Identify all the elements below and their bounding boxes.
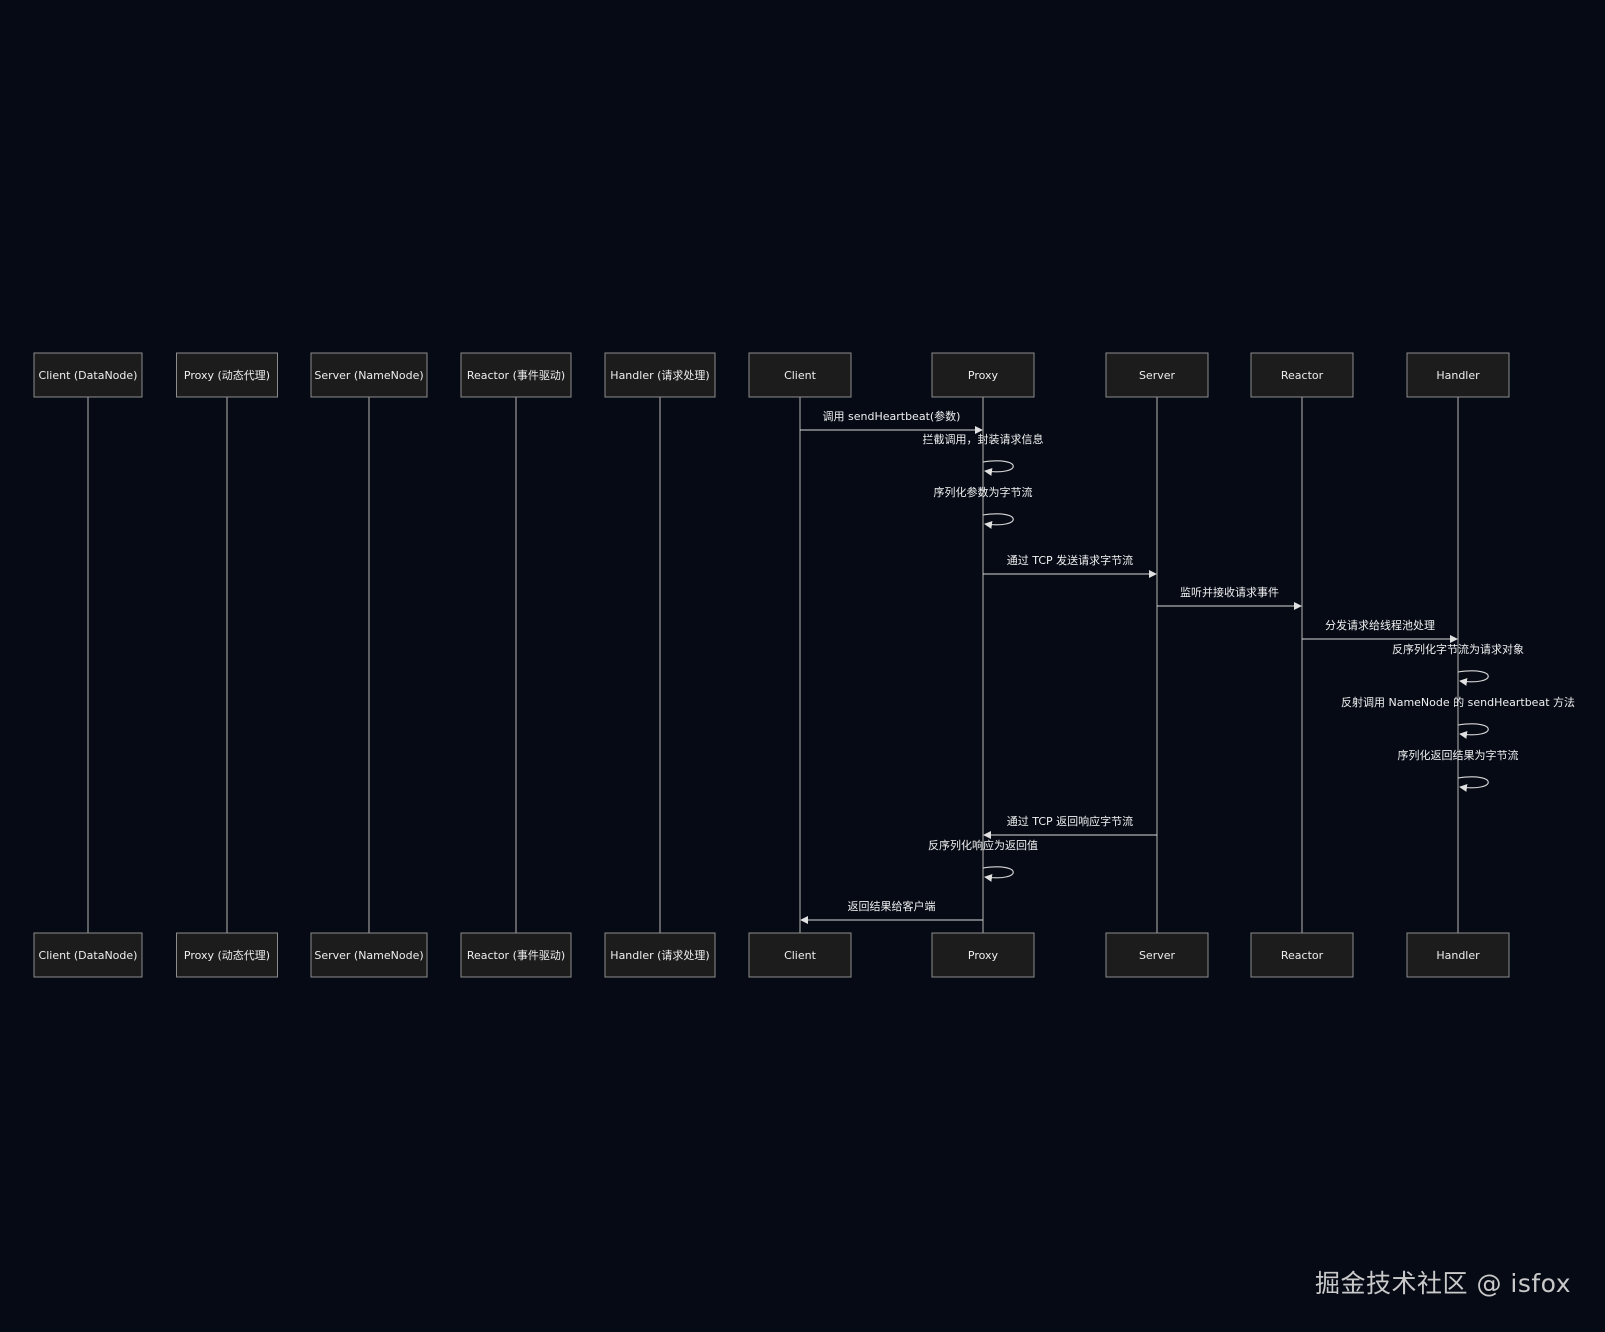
- actor-box: [931, 932, 1035, 978]
- actor-label: Proxy (动态代理): [184, 369, 270, 382]
- actor-label: Server (NameNode): [314, 369, 423, 382]
- self-message-arrow: [982, 513, 1014, 529]
- actor-box: [460, 352, 572, 398]
- actor-reactor-top: Reactor: [1250, 352, 1354, 398]
- actor-handler-req-bottom: Handler (请求处理): [604, 932, 716, 978]
- message-label: 分发请求给线程池处理: [1325, 618, 1435, 632]
- actor-client-bottom: Client: [748, 932, 852, 978]
- message-label: 反射调用 NameNode 的 sendHeartbeat 方法: [1341, 695, 1575, 709]
- message-3: 序列化参数为字节流: [934, 485, 1033, 529]
- actor-label: Server: [1139, 369, 1176, 382]
- actor-label: Handler (请求处理): [610, 949, 709, 962]
- actor-reactor-bottom: Reactor: [1250, 932, 1354, 978]
- actor-box: [33, 352, 143, 398]
- actor-box: [604, 932, 716, 978]
- actor-label: Proxy (动态代理): [184, 949, 270, 962]
- actor-label: Client: [784, 949, 817, 962]
- message-label: 拦截调用，封装请求信息: [923, 432, 1044, 446]
- message-label: 监听并接收请求事件: [1180, 585, 1279, 599]
- actor-box: [1406, 932, 1510, 978]
- actor-proxy-bottom: Proxy: [931, 932, 1035, 978]
- actor-box: [748, 932, 852, 978]
- actor-label: Handler: [1436, 369, 1480, 382]
- actor-box: [748, 352, 852, 398]
- actor-label: Proxy: [968, 369, 999, 382]
- actor-box: [176, 352, 278, 398]
- actor-label: Handler (请求处理): [610, 369, 709, 382]
- actor-reactor-ev-top: Reactor (事件驱动): [460, 352, 572, 398]
- actor-box: [1250, 352, 1354, 398]
- actor-box: [176, 932, 278, 978]
- actor-label: Client (DataNode): [39, 949, 138, 962]
- actor-proxy-dyn-bottom: Proxy (动态代理): [176, 932, 278, 978]
- message-1: 调用 sendHeartbeat(参数): [800, 409, 983, 434]
- message-label: 序列化返回结果为字节流: [1398, 748, 1519, 762]
- actor-label: Reactor (事件驱动): [467, 369, 565, 382]
- actor-box: [460, 932, 572, 978]
- actor-label: Handler: [1436, 949, 1480, 962]
- actor-box: [931, 352, 1035, 398]
- actor-proxy-dyn-top: Proxy (动态代理): [176, 352, 278, 398]
- message-9: 序列化返回结果为字节流: [1398, 748, 1519, 792]
- message-11: 反序列化响应为返回值: [928, 838, 1038, 882]
- message-label: 序列化参数为字节流: [934, 485, 1033, 499]
- self-message-arrow: [982, 866, 1014, 882]
- actor-label: Client: [784, 369, 817, 382]
- actor-server-bottom: Server: [1105, 932, 1209, 978]
- message-label: 调用 sendHeartbeat(参数): [823, 409, 961, 423]
- actor-box: [1250, 932, 1354, 978]
- actor-box: [604, 352, 716, 398]
- message-label: 反序列化响应为返回值: [928, 838, 1038, 852]
- message-12: 返回结果给客户端: [800, 899, 983, 924]
- actor-label: Reactor: [1281, 949, 1324, 962]
- actor-box: [1406, 352, 1510, 398]
- message-label: 通过 TCP 发送请求字节流: [1007, 553, 1133, 567]
- message-4: 通过 TCP 发送请求字节流: [983, 553, 1157, 578]
- actor-label: Client (DataNode): [39, 369, 138, 382]
- self-message-arrow: [982, 460, 1014, 476]
- message-2: 拦截调用，封装请求信息: [923, 432, 1044, 476]
- actor-proxy-top: Proxy: [931, 352, 1035, 398]
- message-label: 反序列化字节流为请求对象: [1392, 642, 1524, 656]
- actor-handler-bottom: Handler: [1406, 932, 1510, 978]
- watermark-text: 掘金技术社区 @ isfox: [1315, 1269, 1571, 1298]
- message-label: 返回结果给客户端: [848, 899, 936, 913]
- actor-label: Proxy: [968, 949, 999, 962]
- actor-box: [310, 932, 428, 978]
- actor-label: Reactor (事件驱动): [467, 949, 565, 962]
- actor-client-dn-bottom: Client (DataNode): [33, 932, 143, 978]
- self-message-arrow: [1457, 723, 1489, 739]
- actor-box: [33, 932, 143, 978]
- actor-client-top: Client: [748, 352, 852, 398]
- actor-client-dn-top: Client (DataNode): [33, 352, 143, 398]
- actor-box: [1105, 932, 1209, 978]
- actor-handler-req-top: Handler (请求处理): [604, 352, 716, 398]
- self-message-arrow: [1457, 776, 1489, 792]
- message-6: 分发请求给线程池处理: [1302, 618, 1458, 643]
- actor-server-top: Server: [1105, 352, 1209, 398]
- message-10: 通过 TCP 返回响应字节流: [983, 814, 1157, 839]
- actor-label: Server: [1139, 949, 1176, 962]
- self-message-arrow: [1457, 670, 1489, 686]
- message-5: 监听并接收请求事件: [1157, 585, 1302, 610]
- message-8: 反射调用 NameNode 的 sendHeartbeat 方法: [1341, 695, 1575, 739]
- actor-label: Server (NameNode): [314, 949, 423, 962]
- actor-box: [310, 352, 428, 398]
- actor-server-nn-top: Server (NameNode): [310, 352, 428, 398]
- actor-reactor-ev-bottom: Reactor (事件驱动): [460, 932, 572, 978]
- actor-handler-top: Handler: [1406, 352, 1510, 398]
- message-label: 通过 TCP 返回响应字节流: [1007, 814, 1133, 828]
- actor-server-nn-bottom: Server (NameNode): [310, 932, 428, 978]
- actor-box: [1105, 352, 1209, 398]
- message-7: 反序列化字节流为请求对象: [1392, 642, 1524, 686]
- actor-label: Reactor: [1281, 369, 1324, 382]
